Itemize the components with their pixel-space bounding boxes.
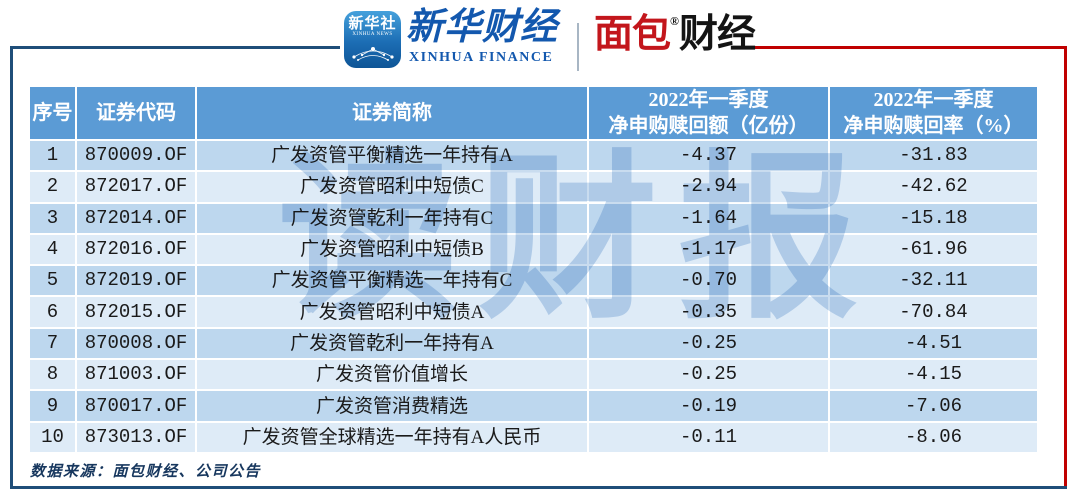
mianbao-logo-black-part: 财经 xyxy=(678,13,756,56)
cell-name: 广发资管价值增长 xyxy=(195,358,589,392)
column-header-net-amount-line2: 净申购赎回额（亿份） xyxy=(608,115,809,137)
cell-code: 872019.OF xyxy=(75,264,197,298)
table-header-row: 序号 证券代码 证券简称 2022年一季度 净申购赎回额（亿份） 2022年一季… xyxy=(28,85,1039,141)
cell-net-rate: -7.06 xyxy=(828,389,1039,423)
cell-code: 873013.OF xyxy=(75,420,197,454)
cell-code: 870017.OF xyxy=(75,389,197,423)
cell-name: 广发资管昭利中短债C xyxy=(195,170,589,204)
cell-net-amount: -0.25 xyxy=(587,326,830,361)
table-row: 7 870008.OF 广发资管乾利一年持有A -0.25 -4.51 xyxy=(28,326,1039,361)
cell-net-rate: -15.18 xyxy=(828,201,1039,235)
column-header-index: 序号 xyxy=(28,85,77,141)
cell-code: 872017.OF xyxy=(75,170,197,204)
cell-name: 广发资管平衡精选一年持有C xyxy=(195,264,589,298)
cell-net-rate: -70.84 xyxy=(828,295,1039,329)
cell-net-rate: -61.96 xyxy=(828,232,1039,267)
cell-name: 广发资管乾利一年持有A xyxy=(195,326,589,361)
frame-right-line xyxy=(1064,46,1067,489)
xinhua-finance-logo-cn: 新华财经 xyxy=(406,7,558,48)
table-body: 1 870009.OF 广发资管平衡精选一年持有A -4.37 -31.83 2 87201… xyxy=(28,138,1039,454)
cell-net-amount: -0.11 xyxy=(587,420,830,454)
xinhua-news-icon-subtitle: XINHUA NEWS xyxy=(352,32,393,37)
cell-net-rate: -4.51 xyxy=(828,326,1039,361)
table-row: 9 870017.OF 广发资管消费精选 -0.19 -7.06 xyxy=(28,389,1039,423)
logo-separator xyxy=(577,23,579,71)
frame-bottom-line xyxy=(10,486,1067,489)
column-header-net-amount: 2022年一季度 净申购赎回额（亿份） xyxy=(587,85,830,141)
column-header-code: 证券代码 xyxy=(75,85,197,141)
data-source-note: 数据来源：面包财经、公司公告 xyxy=(30,464,262,480)
xinhua-finance-logo-en: XINHUA FINANCE xyxy=(409,50,554,65)
cell-code: 872016.OF xyxy=(75,232,197,267)
cell-net-amount: -4.37 xyxy=(587,138,830,173)
cell-net-rate: -8.06 xyxy=(828,420,1039,454)
frame-left-line xyxy=(10,46,13,489)
cell-code: 871003.OF xyxy=(75,358,197,392)
cell-index: 3 xyxy=(28,201,77,235)
xinhua-news-icon-title: 新华社 xyxy=(348,16,397,32)
cell-code: 870008.OF xyxy=(75,326,197,361)
cell-net-amount: -0.19 xyxy=(587,389,830,423)
table-row: 4 872016.OF 广发资管昭利中短债B -1.17 -61.96 xyxy=(28,232,1039,267)
network-globe-icon xyxy=(351,47,394,61)
cell-name: 广发资管平衡精选一年持有A xyxy=(195,138,589,173)
cell-name: 广发资管全球精选一年持有A人民币 xyxy=(195,420,589,454)
xinhua-news-app-icon: 新华社 XINHUA NEWS xyxy=(344,11,401,68)
cell-index: 4 xyxy=(28,232,77,267)
cell-net-amount: -1.17 xyxy=(587,232,830,267)
cell-index: 8 xyxy=(28,358,77,392)
cell-name: 广发资管昭利中短债A xyxy=(195,295,589,329)
table-row: 5 872019.OF 广发资管平衡精选一年持有C -0.70 -32.11 xyxy=(28,264,1039,298)
table-row: 8 871003.OF 广发资管价值增长 -0.25 -4.15 xyxy=(28,358,1039,392)
fund-redemption-table: 序号 证券代码 证券简称 2022年一季度 净申购赎回额（亿份） 2022年一季… xyxy=(28,85,1039,454)
cell-index: 5 xyxy=(28,264,77,298)
cell-index: 10 xyxy=(28,420,77,454)
cell-net-amount: -1.64 xyxy=(587,201,830,235)
frame-top-right-line xyxy=(737,46,1067,49)
registered-trademark-icon: ® xyxy=(670,14,679,28)
table-row: 10 873013.OF 广发资管全球精选一年持有A人民币 -0.11 -8.06 xyxy=(28,420,1039,454)
table-row: 1 870009.OF 广发资管平衡精选一年持有A -4.37 -31.83 xyxy=(28,138,1039,173)
cell-net-amount: -0.25 xyxy=(587,358,830,392)
cell-net-amount: -0.35 xyxy=(587,295,830,329)
cell-index: 7 xyxy=(28,326,77,361)
frame-top-left-line xyxy=(10,46,340,49)
table-row: 2 872017.OF 广发资管昭利中短债C -2.94 -42.62 xyxy=(28,170,1039,204)
column-header-net-rate-line1: 2022年一季度 xyxy=(873,89,994,111)
column-header-net-rate: 2022年一季度 净申购赎回率（%） xyxy=(828,85,1039,141)
cell-name: 广发资管消费精选 xyxy=(195,389,589,423)
cell-net-rate: -31.83 xyxy=(828,138,1039,173)
cell-net-rate: -4.15 xyxy=(828,358,1039,392)
table-row: 3 872014.OF 广发资管乾利一年持有C -1.64 -15.18 xyxy=(28,201,1039,235)
cell-index: 9 xyxy=(28,389,77,423)
table-header: 序号 证券代码 证券简称 2022年一季度 净申购赎回额（亿份） 2022年一季… xyxy=(28,85,1039,141)
column-header-name: 证券简称 xyxy=(195,85,589,141)
mianbao-logo-red-part: 面包 xyxy=(594,13,671,56)
cell-code: 872015.OF xyxy=(75,295,197,329)
cell-index: 2 xyxy=(28,170,77,204)
cell-net-amount: -2.94 xyxy=(587,170,830,204)
cell-code: 870009.OF xyxy=(75,138,197,173)
cell-net-rate: -42.62 xyxy=(828,170,1039,204)
cell-net-rate: -32.11 xyxy=(828,264,1039,298)
column-header-net-rate-line2: 净申购赎回率（%） xyxy=(843,115,1024,137)
cell-net-amount: -0.70 xyxy=(587,264,830,298)
table-row: 6 872015.OF 广发资管昭利中短债A -0.35 -70.84 xyxy=(28,295,1039,329)
cell-code: 872014.OF xyxy=(75,201,197,235)
cell-index: 1 xyxy=(28,138,77,173)
column-header-net-amount-line1: 2022年一季度 xyxy=(648,89,769,111)
mianbao-finance-logo: 面包®财经 xyxy=(594,12,756,59)
cell-index: 6 xyxy=(28,295,77,329)
cell-name: 广发资管乾利一年持有C xyxy=(195,201,589,235)
cell-name: 广发资管昭利中短债B xyxy=(195,232,589,267)
